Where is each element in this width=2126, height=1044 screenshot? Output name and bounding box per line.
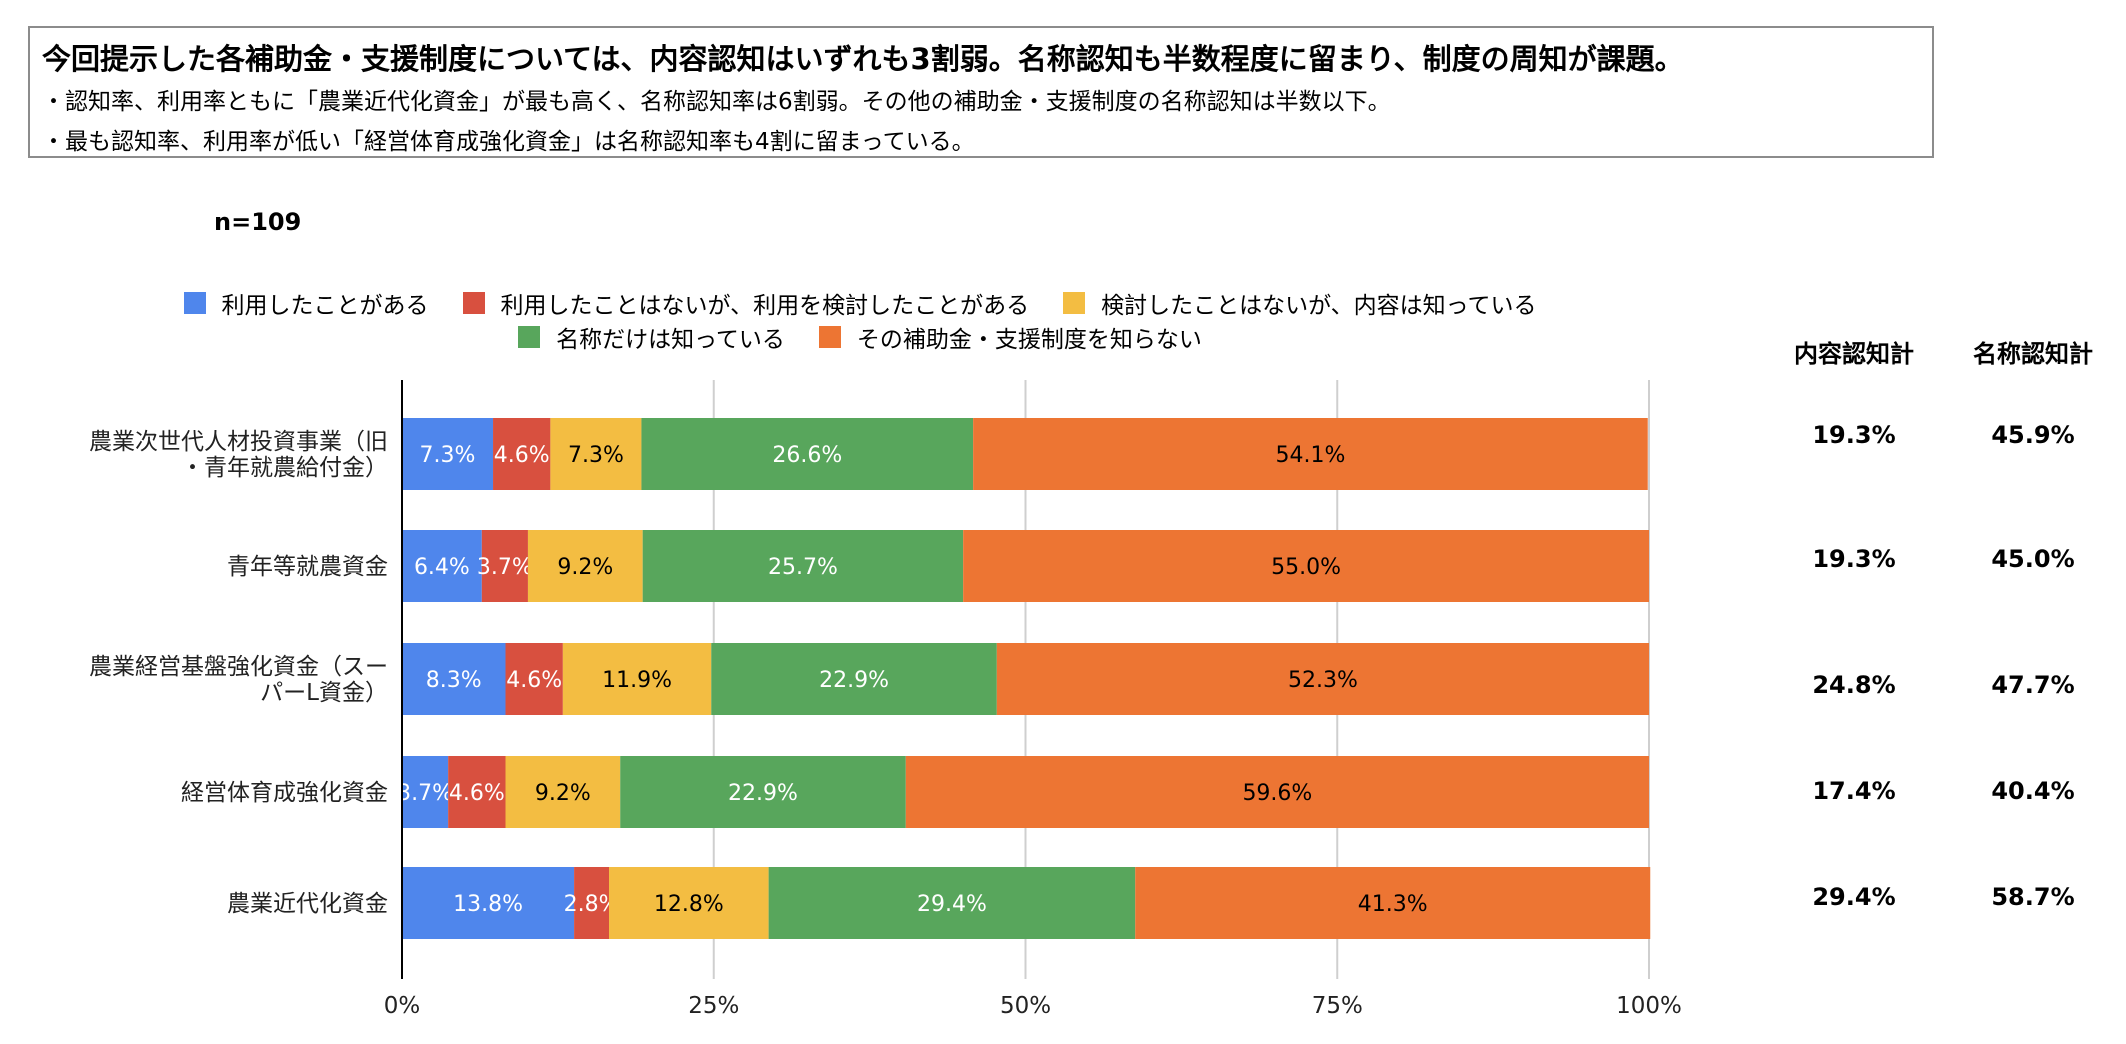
- legend-item-know-name: 名称だけは知っている: [518, 320, 785, 354]
- bar-4-1: [574, 867, 610, 939]
- legend-item-unknown: その補助金・支援制度を知らない: [818, 320, 1202, 354]
- summary-headline: 今回提示した各補助金・支援制度については、内容認知はいずれも3割弱。名称認知も半…: [42, 42, 1684, 76]
- category-label-0-line0: 農業次世代人材投資事業（旧: [89, 429, 388, 455]
- bar-3-1: [448, 756, 506, 828]
- legend-label-know-content: 検討したことはないが、内容は知っている: [1101, 293, 1537, 319]
- x-tick-label-1: 25%: [688, 993, 739, 1019]
- header-content-awareness: 内容認知計: [1794, 340, 1914, 368]
- summary-bullet-2: ・最も認知率、利用率が低い「経営体育成強化資金」は名称認知率も4割に留まっている…: [42, 129, 975, 155]
- bar-label-2-1: 4.6%: [506, 668, 562, 693]
- bar-label-1-1: 3.7%: [477, 555, 533, 580]
- bar-3-3: [620, 756, 906, 828]
- name-awareness-total-4: 58.7%: [1991, 883, 2075, 911]
- bar-label-4-4: 41.3%: [1358, 892, 1428, 917]
- summary-bullet-1: ・認知率、利用率ともに「農業近代化資金」が最も高く、名称認知率は6割弱。その他の…: [42, 89, 1391, 115]
- bar-label-3-0: 3.7%: [397, 781, 453, 806]
- bar-label-1-3: 25.7%: [768, 555, 838, 580]
- bar-label-0-0: 7.3%: [420, 443, 476, 468]
- category-label-2-line0: 農業経営基盤強化資金（スー: [89, 654, 388, 680]
- bar-label-2-4: 52.3%: [1288, 668, 1358, 693]
- name-awareness-total-0: 45.9%: [1991, 421, 2075, 449]
- name-awareness-total-1: 45.0%: [1991, 545, 2075, 573]
- legend-swatch-used: [183, 292, 206, 314]
- bar-label-1-2: 9.2%: [557, 555, 613, 580]
- bar-1-0: [402, 530, 482, 602]
- legend-item-know-content: 検討したことはないが、内容は知っている: [1063, 286, 1536, 320]
- x-tick-label-2: 50%: [1000, 993, 1051, 1019]
- legend-swatch-unknown: [818, 326, 841, 348]
- bar-label-4-3: 29.4%: [917, 892, 987, 917]
- legend-item-used: 利用したことがある: [183, 286, 429, 320]
- bar-0-4: [973, 418, 1648, 490]
- bar-4-2: [609, 867, 769, 939]
- bar-3-4: [905, 756, 1649, 828]
- bar-label-2-2: 11.9%: [602, 668, 672, 693]
- legend-item-considered: 利用したことはないが、利用を検討したことがある: [462, 286, 1030, 320]
- x-tick-label-4: 100%: [1616, 993, 1682, 1019]
- x-tick-label-3: 75%: [1312, 993, 1363, 1019]
- bar-2-2: [562, 643, 712, 715]
- legend-swatch-know-content: [1063, 292, 1086, 314]
- bar-0-1: [493, 418, 551, 490]
- bar-1-1: [481, 530, 528, 602]
- bar-4-4: [1135, 867, 1651, 939]
- bar-0-0: [402, 418, 494, 490]
- bar-label-0-3: 26.6%: [772, 443, 842, 468]
- category-label-3: 経営体育成強化資金: [181, 780, 388, 806]
- bar-label-3-2: 9.2%: [535, 781, 591, 806]
- category-label-2-line1: パーL資金）: [260, 680, 388, 706]
- category-label-1: 青年等就農資金: [227, 554, 388, 580]
- bar-label-0-1: 4.6%: [494, 443, 550, 468]
- chart-legend: 利用したことがある 利用したことはないが、利用を検討したことがある 検討したこと…: [0, 286, 1720, 354]
- bar-label-1-0: 6.4%: [414, 555, 470, 580]
- bar-label-4-0: 13.8%: [453, 892, 523, 917]
- bar-label-2-0: 8.3%: [426, 668, 482, 693]
- legend-swatch-know-name: [518, 326, 541, 348]
- content-awareness-total-2: 24.8%: [1812, 671, 1896, 699]
- content-awareness-total-4: 29.4%: [1812, 883, 1896, 911]
- name-awareness-total-3: 40.4%: [1991, 777, 2075, 805]
- bar-0-2: [550, 418, 642, 490]
- bar-2-0: [402, 643, 506, 715]
- bar-2-1: [505, 643, 563, 715]
- content-awareness-total-0: 19.3%: [1812, 421, 1896, 449]
- bar-2-3: [711, 643, 997, 715]
- summary-box: 今回提示した各補助金・支援制度については、内容認知はいずれも3割弱。名称認知も半…: [28, 26, 1934, 158]
- bar-label-4-2: 12.8%: [654, 892, 724, 917]
- bar-1-3: [642, 530, 964, 602]
- sample-size-label: n=109: [214, 208, 302, 236]
- legend-label-know-name: 名称だけは知っている: [556, 327, 785, 353]
- bar-4-0: [402, 867, 575, 939]
- x-tick-label-0: 0%: [384, 993, 421, 1019]
- bar-1-4: [963, 530, 1649, 602]
- bar-3-0: [402, 756, 449, 828]
- bar-label-2-3: 22.9%: [819, 668, 889, 693]
- legend-label-considered: 利用したことはないが、利用を検討したことがある: [500, 293, 1030, 319]
- legend-label-used: 利用したことがある: [221, 293, 429, 319]
- bar-label-0-4: 54.1%: [1275, 443, 1345, 468]
- bar-1-2: [527, 530, 643, 602]
- header-name-awareness: 名称認知計: [1973, 340, 2093, 368]
- name-awareness-total-2: 47.7%: [1991, 671, 2075, 699]
- legend-label-unknown: その補助金・支援制度を知らない: [856, 327, 1202, 353]
- bar-label-1-4: 55.0%: [1271, 555, 1341, 580]
- legend-swatch-considered: [462, 292, 485, 314]
- bar-0-3: [641, 418, 974, 490]
- category-label-4: 農業近代化資金: [227, 891, 388, 917]
- bar-label-3-1: 4.6%: [449, 781, 505, 806]
- bar-4-3: [768, 867, 1136, 939]
- bar-label-3-4: 59.6%: [1242, 781, 1312, 806]
- content-awareness-total-3: 17.4%: [1812, 777, 1896, 805]
- bar-2-4: [996, 643, 1649, 715]
- bar-label-3-3: 22.9%: [728, 781, 798, 806]
- content-awareness-total-1: 19.3%: [1812, 545, 1896, 573]
- bar-3-2: [505, 756, 621, 828]
- category-label-0-line1: ・青年就農給付金）: [181, 455, 388, 481]
- bar-label-0-2: 7.3%: [568, 443, 624, 468]
